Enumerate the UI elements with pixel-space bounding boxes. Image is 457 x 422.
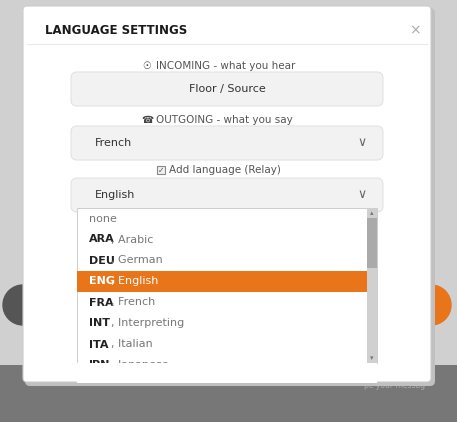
Text: ∨: ∨ — [357, 189, 367, 201]
Text: ☉: ☉ — [143, 61, 151, 71]
Text: ARA: ARA — [89, 235, 115, 244]
Text: OUTGOING - what you say: OUTGOING - what you say — [156, 115, 293, 125]
Text: , Interpreting: , Interpreting — [111, 319, 184, 328]
Bar — [367, 208, 377, 363]
Bar — [0, 365, 457, 422]
Text: ▴: ▴ — [370, 210, 374, 216]
Text: INT: INT — [89, 319, 110, 328]
Text: , Japanese: , Japanese — [111, 360, 169, 371]
Text: LANGUAGE SETTINGS: LANGUAGE SETTINGS — [45, 24, 187, 36]
Text: DEU: DEU — [89, 255, 115, 265]
FancyBboxPatch shape — [23, 6, 431, 382]
Bar — [77, 363, 377, 383]
Text: ▾: ▾ — [370, 355, 374, 361]
FancyBboxPatch shape — [25, 8, 435, 386]
Text: French: French — [95, 138, 132, 148]
Text: ☎: ☎ — [141, 115, 153, 125]
Text: ∨: ∨ — [357, 136, 367, 149]
Circle shape — [411, 285, 451, 325]
Text: , English: , English — [111, 276, 159, 287]
Text: Floor / Source: Floor / Source — [189, 84, 266, 94]
Text: none: none — [89, 214, 117, 224]
Text: , Italian: , Italian — [111, 340, 153, 349]
Bar — [77, 271, 367, 292]
Text: ITA: ITA — [89, 340, 108, 349]
Circle shape — [3, 285, 43, 325]
Text: English: English — [95, 190, 135, 200]
Text: ✓: ✓ — [158, 165, 164, 175]
Text: , French: , French — [111, 298, 155, 308]
Bar — [367, 218, 377, 268]
FancyBboxPatch shape — [71, 72, 383, 106]
Text: , German: , German — [111, 255, 163, 265]
Text: FRA: FRA — [89, 298, 114, 308]
Text: ×: × — [409, 23, 421, 37]
Text: Add language (Relay): Add language (Relay) — [169, 165, 281, 175]
Bar — [157, 166, 165, 174]
Text: pe your messag: pe your messag — [364, 381, 425, 390]
Bar — [77, 208, 377, 363]
Text: ENG: ENG — [89, 276, 115, 287]
FancyBboxPatch shape — [71, 126, 383, 160]
FancyBboxPatch shape — [71, 178, 383, 212]
Text: , Arabic: , Arabic — [111, 235, 154, 244]
Text: JPN: JPN — [89, 360, 111, 371]
Text: INCOMING - what you hear: INCOMING - what you hear — [156, 61, 295, 71]
